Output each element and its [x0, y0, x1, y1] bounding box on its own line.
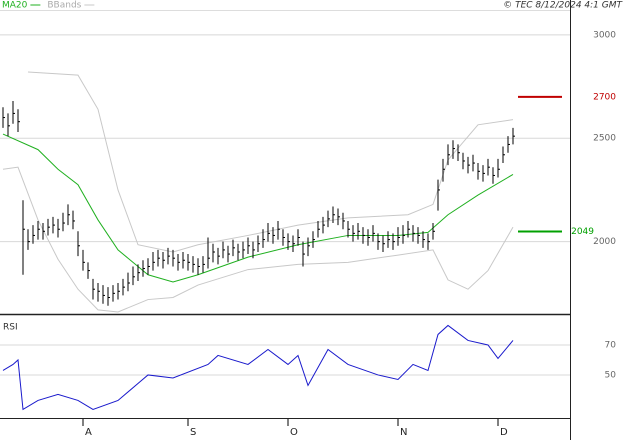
legend-label: MA20 [2, 1, 28, 11]
y-tick-label: 2500 [593, 134, 616, 144]
x-tick-label: S [190, 427, 196, 438]
y-tick-label: 70 [605, 340, 617, 350]
y-tick-label: 2000 [593, 237, 616, 247]
rsi-line [2, 324, 514, 411]
x-tick-label: D [500, 427, 508, 438]
x-tick-label: O [290, 427, 298, 438]
panel-title: RSI [3, 323, 18, 333]
reference-label: 2049 [571, 227, 594, 237]
x-tick-label: N [400, 427, 407, 438]
y-tick-label: 50 [605, 370, 617, 380]
y-tick-label: 3000 [593, 30, 616, 40]
bband-lower [2, 166, 514, 313]
x-tick-label: A [85, 427, 92, 438]
copyright: © TEC 8/12/2024 4:1 GMT [503, 1, 623, 11]
legend-label: BBands [47, 1, 81, 11]
reference-label: 2700 [593, 92, 616, 102]
